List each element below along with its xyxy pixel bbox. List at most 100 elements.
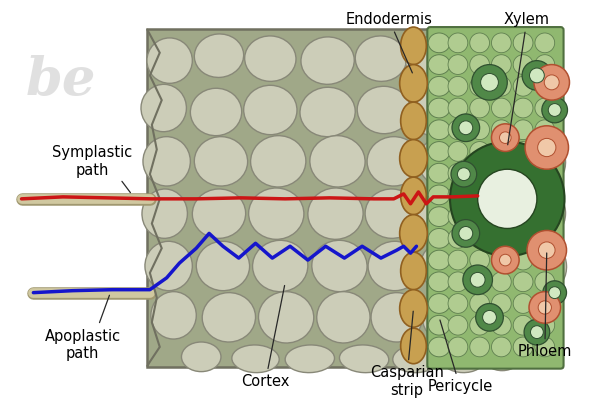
Ellipse shape [470,229,490,248]
Ellipse shape [428,250,450,270]
Text: Casparian
strip: Casparian strip [369,311,443,398]
Ellipse shape [467,240,512,288]
Ellipse shape [400,215,427,252]
Circle shape [548,104,561,116]
Circle shape [544,75,559,90]
Ellipse shape [509,243,547,289]
Ellipse shape [509,191,546,236]
Ellipse shape [535,272,555,292]
Ellipse shape [535,207,555,226]
Ellipse shape [392,345,440,373]
Ellipse shape [470,33,490,53]
Circle shape [549,287,561,299]
Ellipse shape [535,77,555,96]
Ellipse shape [420,241,470,291]
Ellipse shape [194,137,247,186]
Ellipse shape [470,185,490,205]
FancyBboxPatch shape [427,27,564,369]
Ellipse shape [192,189,246,238]
Ellipse shape [513,316,533,335]
Ellipse shape [535,337,555,357]
Ellipse shape [470,55,490,75]
Ellipse shape [513,98,533,118]
Ellipse shape [428,316,450,335]
Ellipse shape [491,294,511,314]
Circle shape [522,60,552,90]
Ellipse shape [513,250,533,270]
Ellipse shape [468,292,511,339]
Ellipse shape [232,345,279,373]
Ellipse shape [312,240,367,292]
Ellipse shape [535,185,555,205]
Ellipse shape [365,189,419,238]
Ellipse shape [401,102,426,139]
Ellipse shape [509,139,546,184]
Circle shape [458,168,470,181]
Ellipse shape [448,316,468,335]
Ellipse shape [400,64,427,102]
Ellipse shape [410,88,457,136]
Ellipse shape [534,90,564,130]
Ellipse shape [538,141,565,182]
Ellipse shape [417,189,467,238]
Polygon shape [147,29,562,367]
Circle shape [451,161,477,187]
Ellipse shape [535,141,555,161]
Ellipse shape [428,77,450,96]
Ellipse shape [535,120,555,139]
Ellipse shape [448,33,468,53]
Ellipse shape [513,77,533,96]
Ellipse shape [428,141,450,161]
Circle shape [478,169,537,229]
Ellipse shape [494,39,531,80]
Ellipse shape [535,55,555,75]
Ellipse shape [310,136,365,187]
Ellipse shape [428,163,450,183]
Ellipse shape [143,137,191,186]
Text: be: be [25,55,96,106]
Ellipse shape [428,55,450,75]
Ellipse shape [470,77,490,96]
Ellipse shape [401,328,426,364]
Ellipse shape [539,245,567,287]
Ellipse shape [151,292,197,339]
Circle shape [491,246,519,274]
Ellipse shape [484,343,521,371]
Ellipse shape [470,337,490,357]
Text: Endodermis: Endodermis [345,12,432,73]
Ellipse shape [513,294,533,314]
Ellipse shape [448,272,468,292]
Circle shape [538,301,551,314]
Text: Pericycle: Pericycle [427,320,493,394]
Ellipse shape [182,342,221,372]
Ellipse shape [509,296,545,339]
Ellipse shape [367,137,420,186]
Circle shape [450,141,565,256]
Ellipse shape [498,88,536,132]
Ellipse shape [249,188,304,239]
Ellipse shape [428,33,450,53]
Ellipse shape [470,163,490,183]
Ellipse shape [470,98,490,118]
Ellipse shape [535,33,555,53]
Ellipse shape [401,27,426,64]
Ellipse shape [368,241,422,291]
Ellipse shape [428,98,450,118]
Ellipse shape [535,98,555,118]
Circle shape [459,121,473,135]
Ellipse shape [470,207,490,226]
Circle shape [542,97,568,123]
Ellipse shape [147,38,192,83]
Ellipse shape [470,141,490,161]
Circle shape [470,272,485,287]
Ellipse shape [400,290,427,327]
Ellipse shape [491,316,511,335]
Ellipse shape [448,250,468,270]
Ellipse shape [465,188,510,235]
Ellipse shape [400,139,427,177]
Ellipse shape [448,337,468,357]
Ellipse shape [308,188,363,239]
Ellipse shape [535,163,555,183]
Ellipse shape [448,207,468,226]
Ellipse shape [448,77,468,96]
